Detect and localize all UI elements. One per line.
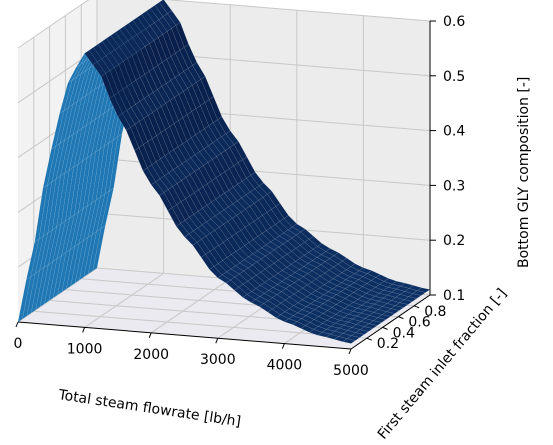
surface-cell	[346, 335, 361, 341]
y-tick-label: 0.2	[377, 336, 399, 352]
surface-cell	[368, 320, 383, 326]
y-tick-mark	[382, 326, 388, 330]
x-tick-label: 4000	[267, 358, 303, 374]
surface-cell	[342, 338, 356, 344]
surface-cell	[364, 323, 378, 329]
surface-cell	[403, 296, 418, 302]
y-tick-mark	[366, 337, 372, 341]
z-tick-label: 0.2	[443, 233, 465, 249]
x-gridline-floor	[150, 278, 231, 334]
surface-cell	[351, 332, 365, 338]
z-tick-label: 0.1	[443, 288, 465, 304]
surface-mesh	[17, 0, 431, 344]
y-gridline-floor	[33, 310, 367, 339]
x-tick-mark	[15, 321, 19, 328]
axes-ticks: 0 1000 2000 3000 4000 50000.20.40.60.80.10.20…	[14, 14, 466, 379]
surface-cell	[412, 290, 427, 296]
surface-cell	[394, 302, 409, 308]
z-gridline-left	[17, 0, 90, 49]
y-tick-label: 0.4	[393, 325, 415, 341]
y-tick-label: 0.6	[408, 315, 430, 331]
surface-cell	[408, 293, 422, 299]
surface-cell	[359, 326, 374, 332]
surface-cell	[377, 314, 391, 320]
surface-cell	[390, 305, 405, 311]
x-axis-line	[17, 321, 352, 350]
axes-lines	[17, 21, 431, 350]
surface-cell	[355, 329, 370, 335]
z-tick-label: 0.5	[443, 69, 465, 85]
y-tick-mark	[414, 305, 420, 309]
x-tick-mark	[148, 332, 152, 338]
surface-cell	[386, 308, 400, 314]
x-tick-label: 0	[14, 336, 23, 352]
x-tick-mark	[82, 327, 86, 333]
x-tick-label: 3000	[200, 352, 236, 368]
x-axis-label: Total steam flowrate [lb/h]	[56, 387, 242, 430]
surface-cell	[399, 299, 413, 305]
y-tick-label: 0.8	[424, 304, 446, 320]
y-axis-line	[350, 294, 431, 350]
x-tick-mark	[348, 348, 352, 355]
z-gridline-back	[164, 0, 431, 22]
x-tick-label: 2000	[133, 347, 169, 363]
x-tick-label: 1000	[67, 341, 103, 357]
surface-cell	[381, 311, 396, 317]
surface-cell	[372, 317, 387, 323]
z-tick-label: 0.4	[443, 124, 465, 140]
z-tick-label: 0.3	[443, 178, 465, 194]
z-tick-label: 0.6	[443, 14, 465, 30]
y-tick-mark	[398, 316, 404, 320]
x-tick-label: 5000	[333, 363, 369, 379]
z-axis-label: Bottom GLY composition [-]	[516, 77, 532, 268]
x-gridline-floor	[84, 272, 164, 328]
x-tick-mark	[281, 343, 285, 349]
x-tick-mark	[215, 338, 219, 344]
